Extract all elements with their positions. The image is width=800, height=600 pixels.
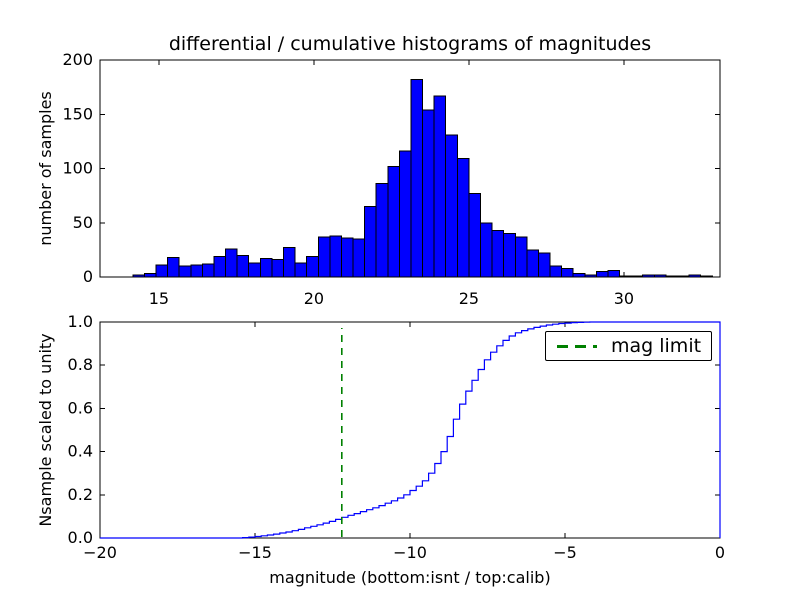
svg-text:15: 15 — [149, 289, 169, 308]
svg-text:1.0: 1.0 — [68, 312, 93, 331]
svg-text:50: 50 — [73, 213, 93, 232]
svg-text:0: 0 — [715, 543, 725, 562]
svg-text:−5: −5 — [553, 543, 577, 562]
svg-text:150: 150 — [62, 104, 93, 123]
svg-text:20: 20 — [304, 289, 324, 308]
svg-text:0.4: 0.4 — [68, 442, 93, 461]
svg-text:0.0: 0.0 — [68, 528, 93, 547]
x-axis-label: magnitude (bottom:isnt / top:calib) — [269, 568, 551, 587]
svg-text:30: 30 — [614, 289, 634, 308]
svg-text:200: 200 — [62, 50, 93, 69]
svg-text:0.6: 0.6 — [68, 398, 93, 417]
bottom-y-axis-label: Nsample scaled to unity — [36, 333, 55, 527]
svg-text:0.8: 0.8 — [68, 355, 93, 374]
legend-dashed-line-icon — [557, 344, 597, 348]
svg-text:−10: −10 — [393, 543, 427, 562]
svg-text:25: 25 — [459, 289, 479, 308]
svg-text:100: 100 — [62, 159, 93, 178]
top-y-axis-label: number of samples — [36, 91, 55, 246]
svg-text:0: 0 — [83, 267, 93, 286]
svg-text:−15: −15 — [238, 543, 272, 562]
svg-text:0.2: 0.2 — [68, 485, 93, 504]
chart-title: differential / cumulative histograms of … — [168, 33, 652, 55]
svg-text:−20: −20 — [83, 543, 117, 562]
legend-label: mag limit — [611, 334, 702, 357]
legend: mag limit — [545, 331, 712, 361]
